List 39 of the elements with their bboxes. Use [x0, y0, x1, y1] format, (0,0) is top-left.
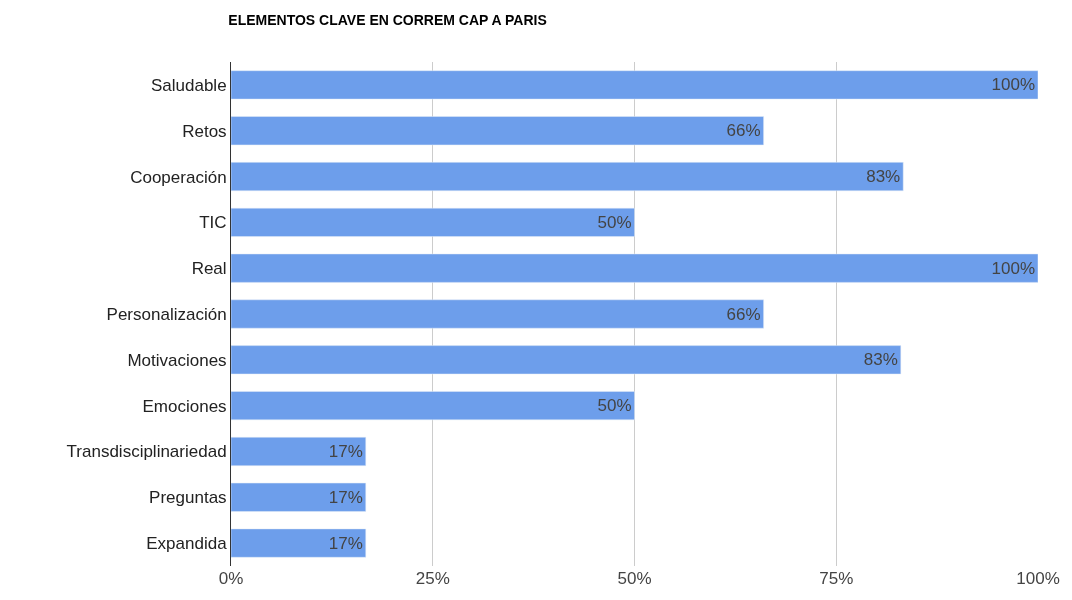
- bar: [231, 70, 1038, 100]
- y-tick-label: Real: [191, 259, 227, 279]
- y-tick-label: Personalización: [106, 304, 227, 324]
- bar: [231, 116, 764, 146]
- data-label: 100%: [991, 258, 1035, 278]
- y-tick-label: Emociones: [142, 396, 227, 416]
- y-tick-label: Saludable: [150, 75, 227, 95]
- x-tick-label: 0%: [218, 569, 244, 588]
- data-label: 83%: [866, 167, 901, 187]
- data-label: 50%: [597, 396, 632, 416]
- data-label: 17%: [328, 441, 363, 461]
- x-tick-label: 100%: [1016, 569, 1060, 588]
- y-tick-label: TIC: [199, 213, 227, 233]
- y-tick-label: Transdisciplinariedad: [66, 442, 227, 462]
- bar: [231, 253, 1038, 283]
- bar: [231, 299, 764, 329]
- bar: [231, 162, 904, 191]
- bar: [231, 207, 635, 237]
- x-tick-label: 25%: [415, 569, 450, 588]
- x-tick-label: 50%: [617, 569, 652, 588]
- y-tick-label: Cooperación: [130, 167, 227, 187]
- data-label: 66%: [726, 304, 761, 324]
- x-tick-label: 75%: [819, 569, 854, 588]
- data-label: 66%: [726, 121, 761, 141]
- data-label: 83%: [863, 350, 898, 370]
- bar: [231, 345, 902, 375]
- y-tick-label: Expandida: [146, 534, 228, 554]
- bar: [231, 391, 635, 421]
- bar: [231, 528, 367, 558]
- y-tick-label: Preguntas: [149, 488, 227, 508]
- data-label: 50%: [597, 212, 632, 232]
- data-label: 17%: [328, 533, 363, 553]
- chart-title: ELEMENTOS CLAVE EN CORREM CAP A PARIS: [228, 11, 547, 28]
- data-label: 100%: [991, 75, 1035, 95]
- y-tick-label: Motivaciones: [127, 350, 227, 370]
- bar: [231, 437, 367, 466]
- data-label: 17%: [328, 487, 363, 507]
- y-tick-label: Retos: [182, 121, 227, 141]
- bar: [231, 482, 367, 512]
